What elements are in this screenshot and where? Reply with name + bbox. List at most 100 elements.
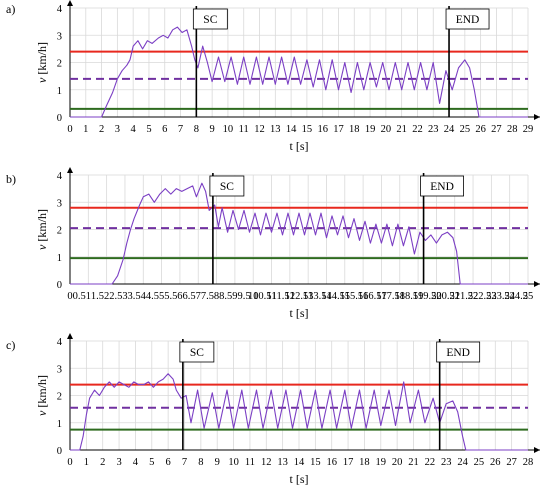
x-tick-label: 5.5 xyxy=(164,291,177,302)
x-tick-label: 0 xyxy=(67,291,72,302)
x-tick-label: 1 xyxy=(86,291,91,302)
x-tick-label: 10 xyxy=(223,124,234,135)
y-tick-label: 3 xyxy=(57,31,62,42)
x-tick-label: 20 xyxy=(431,291,442,302)
x-tick-label: 23 xyxy=(428,124,439,135)
marker-label-sc: SC xyxy=(220,181,234,193)
y-axis-label: v [km/h] xyxy=(35,375,49,416)
y-tick-label: 2 xyxy=(57,392,62,403)
x-tick-label: 21 xyxy=(408,457,419,468)
x-tick-label: 12 xyxy=(285,291,296,302)
x-tick-label: 23.5 xyxy=(491,291,509,302)
x-tick-label: 4 xyxy=(133,457,139,468)
panel-label: a) xyxy=(6,2,15,16)
x-tick-label: 16 xyxy=(358,291,369,302)
x-tick-label: 25 xyxy=(474,457,485,468)
marker-label-end: END xyxy=(430,181,454,193)
x-tick-label: 9 xyxy=(215,457,220,468)
marker-box-sc xyxy=(209,175,245,197)
y-axis-label-unit: [km/h] xyxy=(35,375,49,411)
x-tick-label: 14 xyxy=(321,291,332,302)
x-tick-label: 26 xyxy=(490,457,501,468)
y-tick-label: 3 xyxy=(57,198,62,209)
marker-label-end: END xyxy=(456,14,480,26)
chart-panel-3: 0 1 2 3 4 5 6 7 8 9 10 11 12 13 14 15 16 17 18 19 20 21 22 23 24… xyxy=(6,333,540,486)
x-tick-label: 27 xyxy=(491,124,502,135)
x-tick-label: 18 xyxy=(395,291,406,302)
x-tick-label: 28 xyxy=(523,457,534,468)
y-tick-label: 1 xyxy=(57,419,62,430)
x-tick-label: 20 xyxy=(392,457,403,468)
x-tick-label: 11.5 xyxy=(272,291,290,302)
x-tick-label: 5 xyxy=(159,291,164,302)
x-tick-label: 2 xyxy=(104,291,109,302)
x-tick-label: 22 xyxy=(425,457,436,468)
x-tick-label: 1 xyxy=(84,457,89,468)
x-axis-label: t [s] xyxy=(290,139,309,153)
x-tick-label: 15 xyxy=(340,291,351,302)
x-tick-label: 8 xyxy=(198,457,203,468)
x-tick-label: 13 xyxy=(277,457,288,468)
x-tick-label: 24 xyxy=(504,291,515,302)
x-tick-label: 2 xyxy=(99,124,104,135)
x-tick-label: 6 xyxy=(177,291,182,302)
y-axis-label-unit: [km/h] xyxy=(35,209,49,245)
marker-box-end xyxy=(420,175,464,197)
x-tick-label: 24.5 xyxy=(510,291,528,302)
x-tick-label: 16 xyxy=(317,124,328,135)
x-tick-label: 22.5 xyxy=(473,291,491,302)
x-tick-label: 6 xyxy=(162,124,167,135)
x-tick-label: 22 xyxy=(412,124,423,135)
x-tick-label: 17.5 xyxy=(381,291,399,302)
x-tick-label: 21.5 xyxy=(455,291,473,302)
x-tick-label: 7 xyxy=(178,124,183,135)
x-tick-label: 12.5 xyxy=(290,291,308,302)
x-tick-label: 9 xyxy=(210,124,215,135)
panel-label: b) xyxy=(6,172,16,186)
y-axis-arrow xyxy=(67,167,73,173)
velocity-series-line xyxy=(70,373,528,451)
x-tick-label: 14.5 xyxy=(326,291,344,302)
y-tick-label: 0 xyxy=(57,280,62,291)
x-tick-label: 2 xyxy=(100,457,105,468)
x-tick-label: 4 xyxy=(141,291,147,302)
x-tick-label: 24 xyxy=(457,457,468,468)
x-tick-label: 23 xyxy=(441,457,452,468)
y-tick-label: 3 xyxy=(57,364,62,375)
x-tick-label: 5 xyxy=(146,124,151,135)
y-tick-label: 1 xyxy=(57,253,62,264)
x-tick-label: 3.5 xyxy=(128,291,141,302)
x-tick-label: 7.5 xyxy=(201,291,214,302)
x-tick-label: 9.5 xyxy=(237,291,250,302)
x-tick-label: 15.5 xyxy=(345,291,363,302)
y-axis-label-var: v xyxy=(35,410,49,416)
x-tick-label: 18 xyxy=(349,124,360,135)
y-tick-label: 2 xyxy=(57,226,62,237)
y-axis-label-var: v xyxy=(35,77,49,83)
x-axis-arrow xyxy=(534,114,540,120)
x-tick-label: 19 xyxy=(376,457,387,468)
marker-label-sc: SC xyxy=(203,14,217,26)
y-axis-arrow xyxy=(67,333,73,339)
chart-panel-2: 0 0.5 1 1.5 2 2.5 3 3.5 4 4.5 5 5.5 6 6.5 7 7.5 8 8.5 9 9.5… xyxy=(6,167,540,320)
x-tick-label: 20 xyxy=(381,124,392,135)
x-tick-label: 3 xyxy=(122,291,127,302)
x-axis-arrow xyxy=(534,281,540,287)
y-tick-label: 1 xyxy=(57,86,62,97)
x-tick-label: 10 xyxy=(228,457,239,468)
velocity-series-line xyxy=(70,182,528,285)
x-tick-label: 15 xyxy=(302,124,313,135)
x-tick-label: 4.5 xyxy=(146,291,159,302)
x-tick-label: 29 xyxy=(523,124,534,135)
y-tick-label: 2 xyxy=(57,59,62,70)
x-tick-label: 21 xyxy=(396,124,407,135)
x-tick-label: 13 xyxy=(270,124,281,135)
y-tick-label: 4 xyxy=(57,337,63,348)
marker-box-sc xyxy=(179,341,215,363)
x-tick-label: 4 xyxy=(131,124,137,135)
x-tick-label: 19 xyxy=(365,124,376,135)
x-tick-label: 8 xyxy=(194,124,199,135)
x-tick-label: 14 xyxy=(294,457,305,468)
y-axis-label: v [km/h] xyxy=(35,42,49,83)
marker-label-end: END xyxy=(446,347,470,359)
